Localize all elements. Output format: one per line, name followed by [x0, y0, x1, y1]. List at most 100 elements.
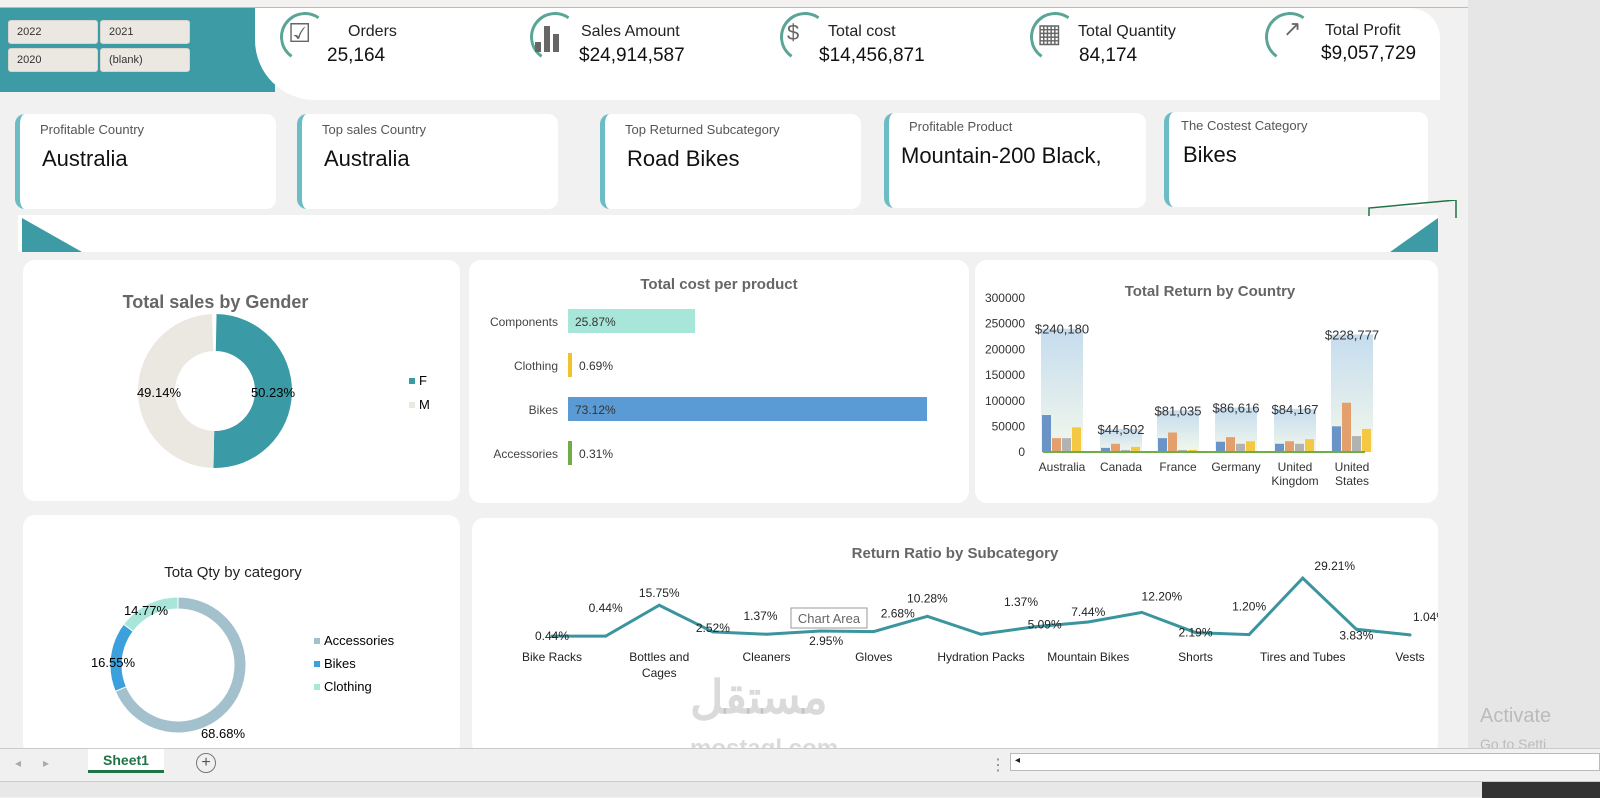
y-tick-label: 250000 — [985, 317, 1025, 331]
line-point — [979, 632, 983, 636]
line-point — [1408, 633, 1412, 637]
return-sub-bar — [1226, 437, 1235, 452]
splitter-icon[interactable]: ⋮ — [990, 757, 1006, 774]
money-bag-icon-glyph: $ — [787, 20, 800, 45]
cost-chart-panel[interactable]: Total cost per product Components 25.87% C… — [469, 260, 969, 503]
total-label: $44,502 — [1098, 422, 1145, 437]
chart-title: Total sales by Gender — [122, 292, 309, 312]
point-label: 1.37% — [1004, 595, 1038, 609]
x-category-label: Vests — [1395, 650, 1424, 664]
cost-bar-bikes — [568, 397, 928, 421]
slicer-blank[interactable]: (blank) — [100, 48, 190, 72]
gender-donut: 50.23% 49.14% FM — [137, 314, 430, 468]
kpi-label: Total Quantity — [1078, 23, 1176, 40]
legend-marker — [409, 378, 415, 384]
point-label: 1.37% — [743, 609, 777, 623]
card-value: Road Bikes — [627, 146, 740, 171]
add-sheet-icon[interactable]: + — [196, 753, 216, 773]
return-sub-bar — [1275, 443, 1284, 452]
activate-windows-text: Activate — [1480, 705, 1552, 727]
point-label: 29.21% — [1314, 559, 1355, 573]
point-label: 2.19% — [1178, 626, 1212, 640]
y-tick-label: 50000 — [992, 420, 1026, 434]
line-point — [1354, 627, 1358, 631]
right-gutter: Activate Go to Setti — [1468, 0, 1600, 752]
bar-chart-icon-glyph — [535, 26, 559, 52]
point-label: 1.04% — [1413, 610, 1438, 624]
profit-growth-icon-glyph: ↗ — [1283, 16, 1302, 41]
return-sub-bar — [1352, 436, 1361, 452]
card-profitable-product: Profitable Product Mountain-200 Black, — [884, 113, 1146, 208]
card-value: Australia — [324, 146, 410, 171]
y-tick-label: 0 — [1018, 445, 1025, 459]
point-label: 5.09% — [1028, 618, 1062, 632]
point-label: 15.75% — [639, 586, 680, 600]
point-label: 0.44% — [589, 601, 623, 615]
x-category-label: United States — [1335, 460, 1370, 488]
x-category-label: Hydration Packs — [937, 650, 1024, 664]
kpi-label: Total Profit — [1325, 22, 1401, 39]
return-sub-bar — [1131, 446, 1140, 452]
card-profitable-country: Profitable Country Australia — [15, 114, 276, 209]
tab-sheet1[interactable]: Sheet1 — [88, 749, 164, 773]
tooltip-text: Chart Area — [798, 611, 861, 626]
return-sub-bar — [1101, 447, 1110, 452]
card-value: Mountain-200 Black, — [901, 143, 1102, 168]
line-point — [1194, 631, 1197, 635]
cost-bar-clothing — [568, 353, 572, 377]
total-return-bar — [1100, 429, 1142, 452]
x-category-label: Gloves — [855, 650, 892, 664]
chart-title: Total cost per product — [640, 276, 798, 293]
legend-marker — [409, 402, 415, 408]
return-sub-bar — [1285, 441, 1294, 452]
kpi-value: 84,174 — [1079, 45, 1138, 66]
legend-marker — [314, 638, 320, 644]
boxes-pallet-icon-glyph: ▦ — [1037, 18, 1062, 48]
total-label: $228,777 — [1325, 328, 1379, 343]
return-ratio-panel[interactable]: Return Ratio by Subcategory 0.44% 0.44% 15… — [472, 518, 1438, 755]
return-sub-bar — [1342, 402, 1351, 452]
donut-slice-clothing — [122, 596, 179, 633]
point-label: 0.44% — [535, 629, 569, 643]
legend-label: M — [419, 397, 430, 412]
donut-slice-m — [138, 314, 215, 468]
line-point — [1086, 620, 1090, 624]
x-category-label: Mountain Bikes — [1047, 650, 1129, 664]
total-label: $240,180 — [1035, 322, 1089, 337]
category-label: Accessories — [493, 447, 558, 461]
point-label: 2.68% — [881, 607, 915, 621]
slicer-2021[interactable]: 2021 — [100, 20, 190, 44]
qty-chart-panel[interactable]: Tota Qty by category 68.68% Accessories 16… — [23, 515, 460, 755]
watermark-logo: مستقل — [690, 671, 828, 723]
y-tick-label: 300000 — [985, 291, 1025, 305]
horizontal-scrollbar[interactable]: ◂ — [1010, 753, 1600, 771]
return-sub-bar — [1246, 441, 1255, 452]
point-label: 2.52% — [696, 621, 730, 635]
return-country-panel[interactable]: Total Return by Country 300000 250000 2000… — [975, 260, 1438, 503]
line-point — [1301, 576, 1305, 580]
return-sub-bar — [1188, 449, 1197, 452]
scroll-right-icon[interactable]: ▸ — [43, 756, 50, 770]
line-point — [604, 634, 608, 638]
cost-bar-chart: Components 25.87% Clothing 0.69% Bikes 73.12%… — [490, 309, 928, 465]
slice-label: 16.55% — [91, 655, 136, 670]
kpi-bar: ☑ Orders 25,164 Sales Amount $24,914,587… — [255, 8, 1440, 100]
total-label: $84,167 — [1272, 402, 1319, 417]
category-label: Clothing — [514, 359, 558, 373]
gender-chart-panel[interactable]: Total sales by Gender 50.23% 49.14% F M — [23, 260, 460, 501]
x-category-label: Bottles and Cages — [629, 650, 689, 680]
decor-band — [18, 200, 1457, 252]
kpi-label: Total cost — [828, 23, 896, 40]
slicer-2020[interactable]: 2020 — [8, 48, 98, 72]
line-point — [818, 629, 822, 633]
legend-marker — [314, 661, 320, 667]
line-point — [1033, 625, 1037, 629]
slicer-2022[interactable]: 2022 — [8, 20, 98, 44]
kpi-label: Orders — [348, 23, 397, 40]
scroll-left-icon[interactable]: ◂ — [15, 756, 22, 770]
return-sub-bar — [1178, 449, 1187, 452]
point-label: 12.20% — [1142, 589, 1183, 603]
total-label: $86,616 — [1213, 401, 1260, 416]
point-label: 3.83% — [1339, 628, 1373, 642]
x-category-label: Bike Racks — [522, 650, 582, 664]
